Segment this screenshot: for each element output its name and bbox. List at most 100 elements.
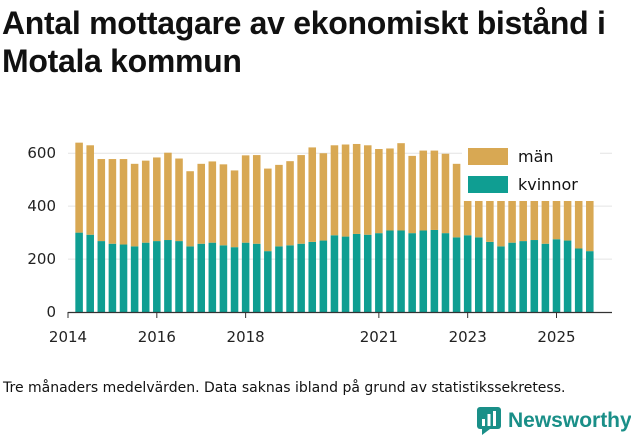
x-tick-label-2023: 2023 <box>449 328 487 346</box>
bar-man <box>352 143 361 234</box>
bar-kvinnor <box>341 236 350 312</box>
bar-kvinnor <box>563 240 572 312</box>
bar-man <box>408 155 416 234</box>
bar-kvinnor <box>108 243 117 312</box>
bar-man <box>386 148 394 231</box>
bar-man <box>197 163 205 244</box>
bar-chart-logo-icon <box>477 407 501 435</box>
bar-kvinnor <box>197 243 205 312</box>
legend-label-kvinnor: kvinnor <box>518 175 578 194</box>
y-tick-label-0: 0 <box>46 303 56 321</box>
bar-man <box>130 163 139 247</box>
bar-man <box>86 145 94 235</box>
bar-man <box>241 155 250 243</box>
bar-man <box>541 163 550 244</box>
brand-name: Newsworthy <box>508 409 631 432</box>
bar-man <box>397 143 405 231</box>
chart-title: Antal mottagare av ekonomiskt bistånd i … <box>2 5 606 79</box>
bar-man <box>341 144 350 237</box>
bar-kvinnor <box>475 237 483 312</box>
bar-man <box>497 159 505 247</box>
bar-man <box>363 145 372 235</box>
legend-swatch-kvinnor <box>468 176 508 193</box>
bar-kvinnor <box>141 242 150 312</box>
bar-kvinnor <box>97 241 106 312</box>
bar-kvinnor <box>297 243 305 312</box>
bar-kvinnor <box>130 246 139 312</box>
y-tick-label-400: 400 <box>27 197 56 215</box>
bar-kvinnor <box>119 244 128 312</box>
bar-kvinnor <box>552 239 561 312</box>
bar-kvinnor <box>508 242 516 312</box>
bar-man <box>97 159 106 242</box>
bar-man <box>297 155 305 244</box>
bar-kvinnor <box>252 243 261 312</box>
bar-kvinnor <box>352 233 361 312</box>
bar-man <box>108 159 117 244</box>
bar-kvinnor <box>541 243 550 312</box>
bar-man <box>219 164 228 246</box>
bar-man <box>208 161 217 243</box>
bar-man <box>441 153 450 234</box>
bar-man <box>375 149 383 234</box>
bar-man <box>75 142 83 233</box>
bar-kvinnor <box>86 234 94 312</box>
bar-man <box>586 170 594 252</box>
legend-swatch-man <box>468 148 508 165</box>
bar-man <box>486 163 494 242</box>
bar-kvinnor <box>419 230 428 312</box>
bar-man <box>275 164 283 247</box>
bar-kvinnor <box>241 242 250 312</box>
x-tick-label-2014: 2014 <box>49 328 87 346</box>
bar-man <box>330 145 339 236</box>
bar-man <box>264 168 272 252</box>
newsworthy-brand[interactable]: Newsworthy <box>476 404 631 438</box>
bar-kvinnor <box>463 235 472 312</box>
y-tick-label-200: 200 <box>27 250 56 268</box>
bar-kvinnor <box>164 240 172 312</box>
bar-man <box>419 150 428 231</box>
bar-kvinnor <box>574 248 583 312</box>
bar-man <box>574 166 583 249</box>
bar-man <box>286 161 294 246</box>
bar-kvinnor <box>363 234 372 312</box>
bar-kvinnor <box>519 241 527 312</box>
bar-man <box>508 161 516 243</box>
bar-kvinnor <box>452 237 461 312</box>
bar-kvinnor <box>408 233 416 312</box>
bar-kvinnor <box>208 242 217 312</box>
bar-man <box>175 158 183 242</box>
bar-kvinnor <box>375 233 383 312</box>
bar-man <box>119 159 128 245</box>
bar-kvinnor <box>497 246 505 312</box>
bar-kvinnor <box>397 230 405 312</box>
x-tick-label-2016: 2016 <box>138 328 176 346</box>
bar-kvinnor <box>286 245 294 312</box>
bar-man <box>452 163 461 238</box>
bar-man <box>252 155 261 244</box>
bar-kvinnor <box>308 241 317 312</box>
bar-kvinnor <box>319 240 328 312</box>
bar-kvinnor <box>430 229 439 312</box>
footnote: Tre månaders medelvärden. Data saknas ib… <box>3 380 566 396</box>
bar-kvinnor <box>219 245 228 312</box>
bar-man <box>230 170 239 248</box>
x-tick-label-2021: 2021 <box>360 328 398 346</box>
bar-man <box>308 147 317 242</box>
bar-man <box>153 157 161 242</box>
bar-kvinnor <box>530 240 539 312</box>
bar-kvinnor <box>486 241 494 312</box>
bar-man <box>430 150 439 230</box>
legend-label-man: män <box>518 147 554 166</box>
x-tick-label-2025: 2025 <box>537 328 575 346</box>
bar-kvinnor <box>75 232 83 312</box>
bar-kvinnor <box>264 251 272 312</box>
bar-kvinnor <box>186 246 194 312</box>
bar-kvinnor <box>330 235 339 312</box>
y-tick-label-600: 600 <box>27 144 56 162</box>
bar-kvinnor <box>175 241 183 312</box>
bar-man <box>141 160 150 243</box>
bar-kvinnor <box>275 246 283 312</box>
bar-kvinnor <box>230 247 239 312</box>
bar-man <box>186 171 194 247</box>
